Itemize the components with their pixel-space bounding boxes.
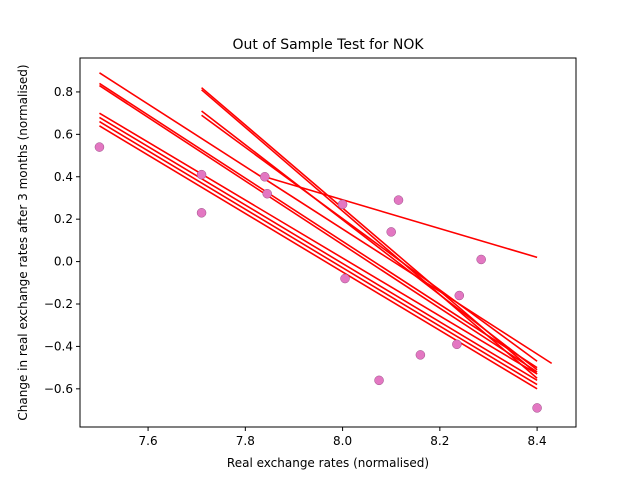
data-point-11 bbox=[415, 350, 426, 360]
data-point-2 bbox=[196, 169, 207, 180]
y-tick-label: −0.6 bbox=[44, 382, 73, 396]
x-tick-label: 8.4 bbox=[528, 434, 547, 448]
x-tick-label: 7.6 bbox=[139, 434, 158, 448]
data-point-10 bbox=[393, 195, 404, 205]
data-point-13 bbox=[454, 290, 465, 301]
data-point-7 bbox=[340, 273, 350, 284]
y-tick-label: 0.0 bbox=[54, 255, 73, 269]
data-point-6 bbox=[337, 199, 348, 210]
fit-lines bbox=[99, 72, 553, 390]
fit-line-4 bbox=[99, 112, 538, 375]
y-tick-label: 0.2 bbox=[54, 212, 73, 226]
y-tick-label: −0.2 bbox=[44, 297, 73, 311]
x-tick-label: 8.2 bbox=[430, 434, 449, 448]
y-axis-ticks: −0.6 −0.4 −0.2 0.0 0.2 0.4 0.6 0.8 bbox=[44, 85, 80, 396]
fit-line-1 bbox=[99, 72, 553, 365]
y-axis-label: Change in real exchange rates after 3 mo… bbox=[16, 64, 30, 420]
fit-line-11 bbox=[201, 114, 538, 362]
fit-line-10 bbox=[201, 110, 538, 371]
fit-line-6 bbox=[99, 120, 538, 386]
data-point-3 bbox=[196, 208, 207, 218]
data-point-15 bbox=[532, 403, 542, 413]
x-axis-label: Real exchange rates (normalised) bbox=[227, 456, 429, 470]
fit-line-2 bbox=[99, 82, 538, 369]
chart-title: Out of Sample Test for NOK bbox=[232, 37, 424, 53]
fit-line-12 bbox=[264, 175, 538, 259]
data-point-5 bbox=[262, 188, 272, 199]
x-tick-label: 7.8 bbox=[236, 434, 255, 448]
data-point-1 bbox=[94, 142, 105, 152]
y-tick-label: 0.8 bbox=[54, 85, 73, 99]
data-point-14 bbox=[476, 254, 486, 265]
data-point-4 bbox=[260, 172, 270, 182]
data-point-9 bbox=[386, 227, 396, 237]
fit-line-5 bbox=[99, 116, 538, 382]
x-tick-label: 8.0 bbox=[333, 434, 352, 448]
fit-line-3 bbox=[99, 84, 538, 373]
data-points bbox=[94, 142, 542, 413]
fit-line-7 bbox=[99, 125, 538, 390]
y-tick-label: 0.4 bbox=[54, 170, 73, 184]
data-point-8 bbox=[374, 375, 384, 386]
plot-area-frame bbox=[79, 57, 577, 428]
fit-line-9 bbox=[201, 89, 538, 379]
data-point-12 bbox=[452, 339, 462, 350]
y-tick-label: 0.6 bbox=[54, 127, 73, 141]
y-tick-label: −0.4 bbox=[44, 339, 73, 353]
x-axis-ticks: 7.6 7.8 8.0 8.2 8.4 bbox=[139, 427, 547, 448]
